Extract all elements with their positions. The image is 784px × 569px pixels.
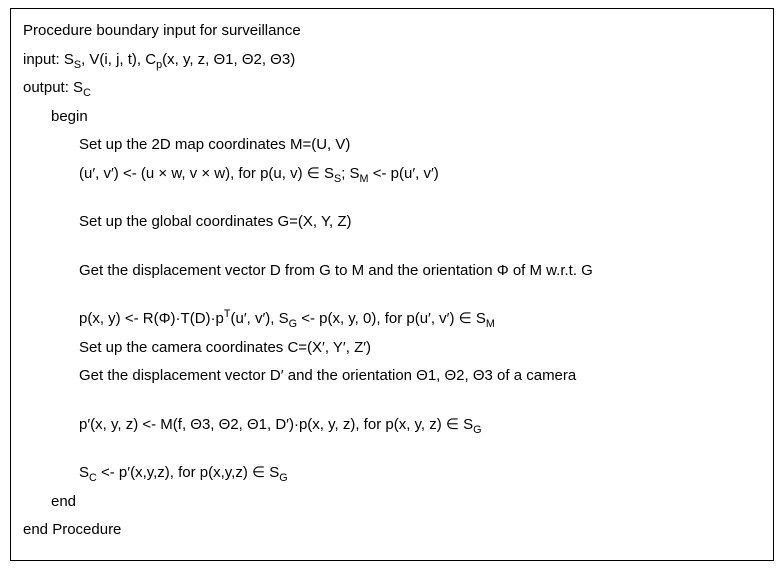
procedure-box: { "proc": { "title": "Procedure boundary… <box>10 8 774 561</box>
pxy-c: <- p(x, y, 0), for p(u′, v′) ∈ S <box>297 310 486 327</box>
proc-input: input: SS, V(i, j, t), Cp(x, y, z, Θ1, Θ… <box>23 46 761 75</box>
output-Sc: S <box>73 79 83 96</box>
uv-assign-b: ; S <box>341 165 359 182</box>
proc-output: output: SC <box>23 74 761 103</box>
end: end <box>23 488 761 517</box>
step-2d-map: Set up the 2D map coordinates M=(U, V) <box>23 131 761 160</box>
step-pprime-assign: p′(x, y, z) <- M(f, Θ3, Θ2, Θ1, D′)·p(x,… <box>23 411 761 440</box>
step-camera-coords: Set up the camera coordinates C=(X′, Y′,… <box>23 334 761 363</box>
pprime-a: p′(x, y, z) <- M(f, Θ3, Θ2, Θ1, D′)·p(x,… <box>79 416 473 433</box>
uv-assign-c: <- p(u′, v′) <box>369 165 439 182</box>
end-procedure: end Procedure <box>23 516 761 545</box>
pxy-b-sub: G <box>289 318 297 330</box>
output-Sc-sub: C <box>83 87 91 99</box>
step-pxy-assign: p(x, y) <- R(Φ)·T(D)·pT(u′, v′), SG <- p… <box>23 305 761 334</box>
input-label: input: <box>23 51 64 68</box>
Sc-a-sub: C <box>89 472 97 484</box>
step-displacement-Dprime: Get the displacement vector D′ and the o… <box>23 362 761 391</box>
input-Cp-args: (x, y, z, Θ1, Θ2, Θ3) <box>162 51 295 68</box>
pxy-b: (u′, v′), S <box>230 310 288 327</box>
step-uv-assign: (u′, v′) <- (u × w, v × w), for p(u, v) … <box>23 160 761 189</box>
begin: begin <box>23 103 761 132</box>
input-Ss: S <box>64 51 74 68</box>
blank-4 <box>23 391 761 411</box>
Sc-b-sub: G <box>279 472 287 484</box>
blank-2 <box>23 237 761 257</box>
pprime-sub: G <box>473 424 481 436</box>
input-Ss-sub: S <box>74 59 81 71</box>
blank-1 <box>23 188 761 208</box>
step-displacement-D: Get the displacement vector D from G to … <box>23 257 761 286</box>
uv-assign-b-sub: M <box>360 173 369 185</box>
Sc-a: S <box>79 464 89 481</box>
step-Sc-assign: SC <- p′(x,y,z), for p(x,y,z) ∈ SG <box>23 459 761 488</box>
output-label: output: <box>23 79 73 96</box>
blank-5 <box>23 439 761 459</box>
Sc-b: <- p′(x,y,z), for p(x,y,z) ∈ S <box>97 464 279 481</box>
proc-title: Procedure boundary input for surveillanc… <box>23 17 761 46</box>
step-global-coords: Set up the global coordinates G=(X, Y, Z… <box>23 208 761 237</box>
pxy-a: p(x, y) <- R(Φ)·T(D)·p <box>79 310 224 327</box>
blank-3 <box>23 285 761 305</box>
input-V-Cp: , V(i, j, t), C <box>81 51 156 68</box>
uv-assign-a: (u′, v′) <- (u × w, v × w), for p(u, v) … <box>79 165 334 182</box>
pxy-c-sub: M <box>486 318 495 330</box>
